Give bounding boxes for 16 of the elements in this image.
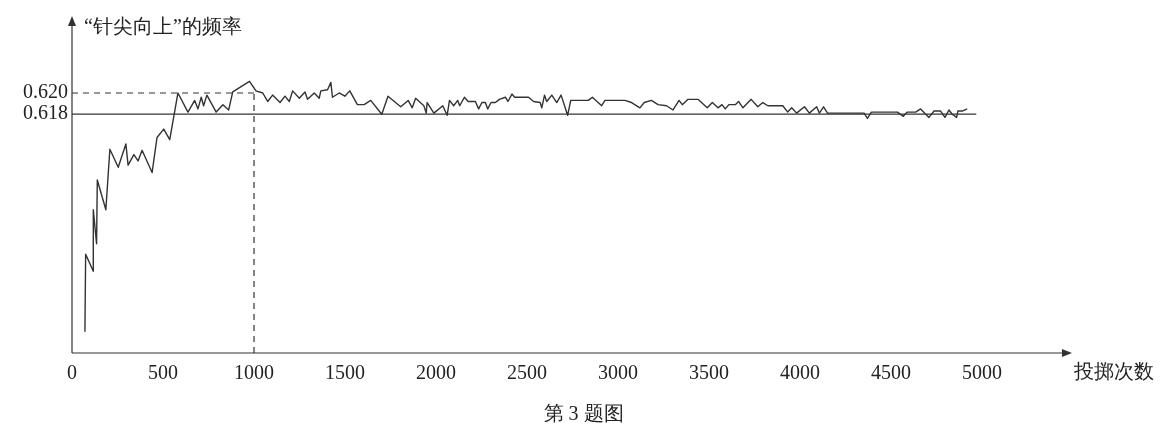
y-tick-label: 0.618 (23, 101, 68, 124)
y-tick-label: 0.620 (23, 80, 68, 103)
x-axis-title: 投掷次数 (1073, 360, 1154, 383)
x-tick-label: 2000 (416, 361, 457, 384)
x-tick-label: 0 (67, 361, 77, 384)
x-tick-label: 3500 (689, 361, 730, 384)
text: 第 3 题图 (543, 402, 624, 425)
x-tick-label: 4000 (780, 361, 821, 384)
x-tick-label: 2500 (507, 361, 548, 384)
x-tick-label: 5000 (962, 361, 1003, 384)
x-tick-label: 3000 (598, 361, 639, 384)
x-tick-label: 500 (148, 361, 179, 384)
y-axis-title: “针尖向上”的频率 (84, 15, 242, 38)
x-tick-label: 1000 (234, 361, 275, 384)
x-tick-label: 1500 (325, 361, 366, 384)
x-tick-label: 4500 (871, 361, 912, 384)
